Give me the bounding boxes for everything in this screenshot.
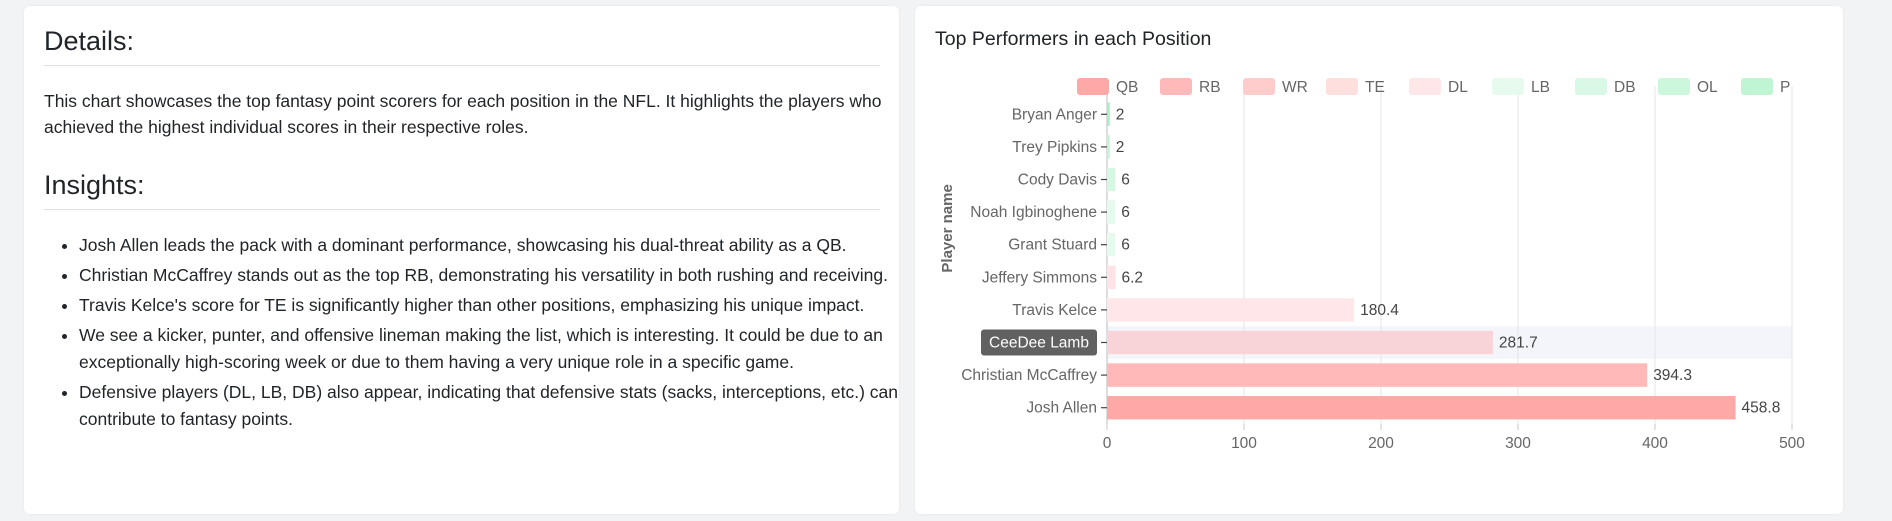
insights-list: Josh Allen leads the pack with a dominan…	[44, 232, 939, 436]
insight-item: We see a kicker, punter, and offensive l…	[79, 322, 939, 376]
x-tick-label: 200	[1368, 435, 1394, 452]
legend-label[interactable]: LB	[1531, 79, 1550, 96]
data-label: 394.3	[1653, 367, 1692, 384]
insight-item: Josh Allen leads the pack with a dominan…	[79, 232, 939, 259]
legend-swatch[interactable]	[1575, 78, 1607, 95]
bar[interactable]	[1107, 265, 1116, 290]
insight-item: Defensive players (DL, LB, DB) also appe…	[79, 379, 939, 433]
bar[interactable]	[1107, 395, 1736, 420]
y-tick-label[interactable]: CeeDee Lamb	[989, 335, 1089, 352]
legend-swatch[interactable]	[1741, 78, 1773, 95]
data-label: 458.8	[1742, 400, 1781, 417]
y-tick-label[interactable]: Cody Davis	[1018, 172, 1097, 189]
highlight-tag	[981, 329, 1097, 356]
y-tick-label[interactable]: Jeffery Simmons	[982, 269, 1097, 286]
insights-heading: Insights:	[44, 170, 880, 210]
legend-swatch[interactable]	[1326, 78, 1358, 95]
legend-swatch[interactable]	[1160, 78, 1192, 95]
data-label: 6	[1121, 172, 1130, 189]
legend-label[interactable]: DL	[1448, 79, 1468, 96]
bar[interactable]	[1107, 102, 1110, 127]
bar[interactable]	[1107, 167, 1116, 192]
data-label: 281.7	[1499, 335, 1538, 352]
y-tick-label[interactable]: Josh Allen	[1026, 400, 1097, 417]
legend-swatch[interactable]	[1077, 78, 1109, 95]
legend-label[interactable]: P	[1780, 79, 1790, 96]
y-tick-label[interactable]: Trey Pipkins	[1012, 139, 1097, 156]
bar[interactable]	[1107, 298, 1355, 322]
data-label: 6	[1121, 204, 1130, 221]
insight-item: Christian McCaffrey stands out as the to…	[79, 262, 939, 289]
bar[interactable]	[1107, 232, 1116, 257]
data-label: 6	[1121, 237, 1130, 254]
y-axis-title: Player name	[939, 184, 956, 272]
x-tick-label: 0	[1103, 435, 1112, 452]
y-tick-label[interactable]: Grant Stuard	[1008, 237, 1097, 254]
y-tick-label[interactable]: Christian McCaffrey	[961, 367, 1097, 384]
data-label: 6.2	[1121, 269, 1143, 286]
y-tick-label[interactable]: Travis Kelce	[1012, 302, 1097, 319]
legend-label[interactable]: RB	[1199, 79, 1221, 96]
legend-swatch[interactable]	[1492, 78, 1524, 95]
bar[interactable]	[1107, 135, 1110, 159]
x-tick-label: 500	[1779, 435, 1805, 452]
x-tick-label: 100	[1231, 435, 1257, 452]
x-tick-label: 300	[1505, 435, 1531, 452]
data-label: 2	[1116, 106, 1125, 123]
insight-item: Travis Kelce's score for TE is significa…	[79, 292, 939, 319]
legend-swatch[interactable]	[1243, 78, 1275, 95]
data-label: 2	[1116, 139, 1125, 156]
details-heading: Details:	[44, 26, 880, 66]
chart-card: Top Performers in each Position 0 100 200 3…	[915, 6, 1843, 514]
data-label: 180.4	[1360, 302, 1399, 319]
x-tick-label: 400	[1642, 435, 1668, 452]
details-text: This chart showcases the top fantasy poi…	[44, 91, 882, 137]
bar[interactable]	[1107, 200, 1116, 224]
chart-title: Top Performers in each Position	[935, 28, 1212, 50]
legend-label[interactable]: TE	[1365, 79, 1385, 96]
legend-swatch[interactable]	[1409, 78, 1441, 95]
legend-label[interactable]: OL	[1697, 79, 1718, 96]
bar-chart: 0 100 200 300 400 500 2 Bryan Anger 2 Trey Pipkin…	[939, 78, 1805, 452]
legend-label[interactable]: DB	[1614, 79, 1636, 96]
bar[interactable]	[1107, 330, 1493, 355]
details-card: Details: This chart showcases the top fa…	[24, 6, 899, 514]
legend-label[interactable]: WR	[1282, 79, 1308, 96]
legend-label[interactable]: QB	[1116, 79, 1138, 96]
y-tick-label[interactable]: Noah Igbinoghene	[970, 204, 1097, 221]
bar[interactable]	[1107, 363, 1648, 387]
legend-swatch[interactable]	[1658, 78, 1690, 95]
y-tick-label[interactable]: Bryan Anger	[1012, 106, 1097, 123]
